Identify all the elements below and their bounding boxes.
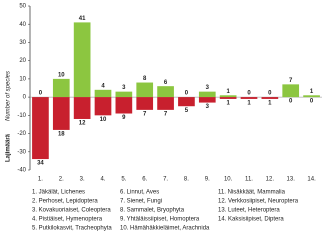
value-label: 9 (122, 115, 126, 121)
legend-entry: 5. Putkilokasvit, Tracheophyta (32, 226, 112, 232)
value-label: 3 (122, 85, 126, 91)
value-label: 7 (164, 111, 168, 117)
legend-entry: 2. Perhoset, Lepidoptera (32, 199, 98, 205)
value-label: 1 (310, 89, 314, 95)
bar (198, 91, 216, 98)
legend-entry: 4. Pistiäiset, Hymenoptera (32, 217, 103, 223)
value-label: 3 (206, 85, 210, 91)
value-label: 7 (143, 111, 147, 117)
legend-entry: 1. Jäkälät, Lichenes (32, 190, 85, 196)
value-label: 5 (185, 108, 189, 114)
value-label: 0 (310, 99, 314, 105)
bar (32, 97, 49, 160)
value-label: 10 (58, 72, 65, 78)
x-tick-label: 8. (184, 177, 189, 183)
value-label: 0 (289, 99, 293, 105)
legend-entry: 10. Hämähäkkieläimet, Arachnida (120, 226, 210, 232)
y-tick-label: 0 (23, 95, 27, 101)
x-tick-label: 13. (287, 177, 296, 183)
value-label: 0 (39, 91, 43, 97)
x-tick-label: 6. (142, 177, 147, 183)
legend-entry: 14. Kaksisiipiset, Diptera (218, 217, 284, 223)
y-tick-label: 20 (19, 58, 26, 64)
value-label: 18 (58, 131, 65, 137)
bar (303, 95, 320, 98)
y-tick-label: 40 (19, 22, 26, 28)
x-tick-label: 2. (59, 177, 64, 183)
x-tick-label: 5. (121, 177, 126, 183)
value-label: 0 (185, 91, 189, 97)
legend-entry: 6. Linnut, Aves (120, 190, 159, 196)
value-label: 41 (79, 16, 86, 22)
value-label: 6 (164, 80, 168, 86)
x-tick-label: 3. (80, 177, 85, 183)
value-label: 4 (101, 83, 105, 89)
bar (73, 22, 91, 98)
bar (198, 97, 216, 103)
value-label: 8 (143, 76, 147, 82)
y-tick-label: -10 (17, 113, 26, 119)
bar (73, 97, 91, 119)
legend-entry: 8. Sammalet, Bryophyta (120, 208, 185, 214)
bar (178, 97, 195, 107)
bar (94, 97, 112, 116)
y-tick-label: 30 (19, 40, 26, 46)
y-tick-label: -20 (17, 131, 26, 137)
legend-entry: 3. Kovakuoriaiset, Coleoptera (32, 208, 111, 214)
value-label: 1 (268, 101, 272, 107)
y-tick-label: 10 (19, 76, 26, 82)
bar (261, 97, 279, 99)
legend-entry: 7. Sienet, Fungi (120, 199, 162, 205)
y-axis-label-en: Number of species (6, 71, 12, 121)
bar (136, 82, 154, 98)
x-tick-label: 12. (266, 177, 275, 183)
bar (136, 97, 154, 110)
y-tick-label: 50 (19, 4, 26, 10)
value-label: 0 (247, 91, 251, 97)
value-label: 10 (100, 117, 107, 123)
x-tick-label: 14. (307, 177, 316, 183)
bar (115, 97, 133, 114)
value-label: 3 (206, 104, 210, 110)
legend-entry: 9. Yhtäläissiipiset, Homoptera (120, 217, 200, 223)
y-tick-label: -40 (17, 168, 26, 174)
y-axis-label: Lajimäärä (6, 133, 12, 162)
x-tick-label: 4. (100, 177, 105, 183)
x-tick-label: 10. (224, 177, 233, 183)
value-label: 12 (79, 121, 86, 127)
value-label: 1 (226, 89, 230, 95)
bar (157, 86, 174, 98)
x-tick-label: 1. (38, 177, 43, 183)
legend-entry: 11. Nisäkkäät, Mammalia (218, 190, 286, 196)
bar (157, 97, 174, 110)
value-label: 1 (247, 101, 251, 107)
x-tick-label: 11. (245, 177, 253, 183)
y-tick-label: -30 (17, 149, 26, 155)
x-tick-label: 7. (163, 177, 168, 183)
bar (240, 97, 258, 99)
bar (219, 97, 237, 99)
value-label: 7 (289, 78, 293, 84)
bar (94, 89, 112, 98)
bar (282, 84, 300, 98)
bar (52, 78, 70, 98)
legend-entry: 13. Luteet, Heteroptera (218, 208, 280, 214)
legend-entry: 12. Verkkosiipiset, Neuroptera (218, 199, 299, 205)
bar (115, 91, 133, 98)
value-label: 34 (37, 161, 44, 167)
value-label: 0 (268, 91, 272, 97)
bar (52, 97, 70, 130)
value-label: 1 (226, 101, 230, 107)
x-tick-label: 9. (205, 177, 210, 183)
bar (219, 95, 237, 98)
